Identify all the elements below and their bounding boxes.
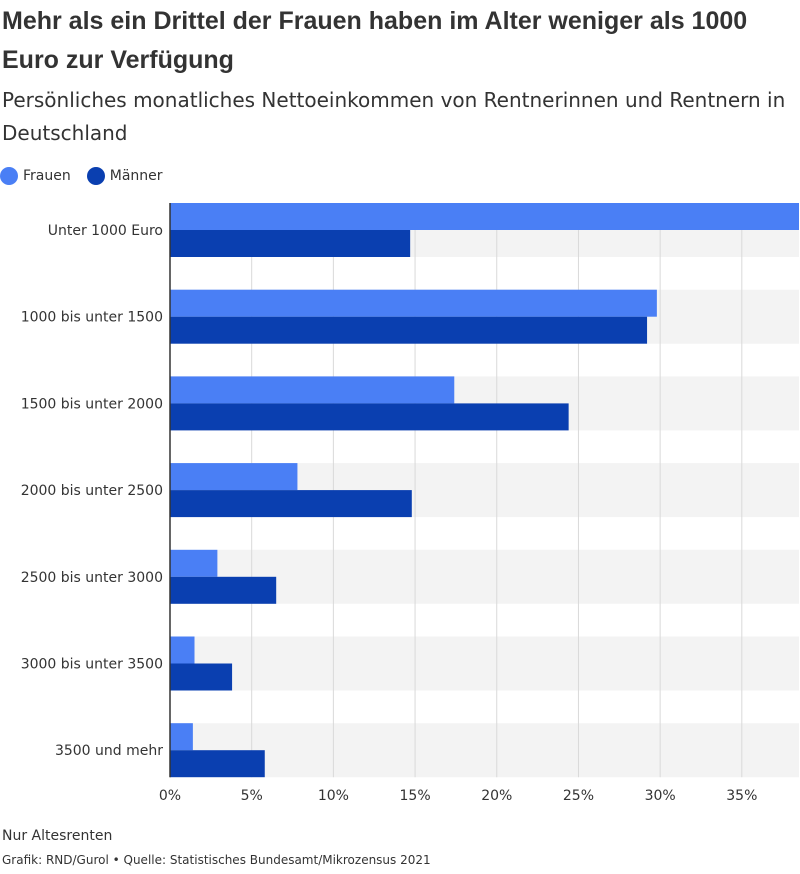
bar-maenner xyxy=(170,576,277,604)
bar-maenner xyxy=(170,316,648,344)
bar-frauen xyxy=(170,636,195,664)
footer-source: Grafik: RND/Gurol • Quelle: Statistische… xyxy=(2,853,431,867)
legend-item-frauen[interactable]: Frauen xyxy=(0,167,71,185)
bar-frauen xyxy=(170,549,218,577)
chart-title: Mehr als ein Drittel der Frauen haben im… xyxy=(2,7,748,74)
legend-label-frauen: Frauen xyxy=(23,168,71,184)
category-label: 2500 bis unter 3000 xyxy=(21,570,163,586)
legend-label-maenner: Männer xyxy=(109,168,163,184)
category-label: 1500 bis unter 2000 xyxy=(21,396,163,412)
bar-frauen xyxy=(170,289,657,317)
x-tick-label: 10% xyxy=(318,788,349,804)
bar-maenner xyxy=(170,403,569,431)
x-tick-label: 0% xyxy=(159,788,181,804)
x-tick-label: 25% xyxy=(563,788,594,804)
legend-swatch-frauen xyxy=(0,167,18,185)
bar-maenner xyxy=(170,663,233,691)
x-tick-label: 30% xyxy=(645,788,676,804)
x-tick-label: 5% xyxy=(241,788,263,804)
bar-maenner xyxy=(170,750,265,778)
bar-frauen xyxy=(170,203,799,230)
category-label: Unter 1000 Euro xyxy=(48,223,163,239)
category-label: 3500 und mehr xyxy=(55,743,163,759)
category-label: 3000 bis unter 3500 xyxy=(21,657,163,673)
bar-frauen xyxy=(170,376,455,404)
bar-chart: 0% 5% 10% 15% 20% 25% 30% 35% Unter 1000 Euro 100… xyxy=(21,203,799,804)
legend-item-maenner[interactable]: Männer xyxy=(86,167,163,185)
x-tick-label: 20% xyxy=(481,788,512,804)
category-label: 2000 bis unter 2500 xyxy=(21,483,163,499)
bar-frauen xyxy=(170,723,193,751)
bar-maenner xyxy=(170,230,411,257)
chart-subtitle: Persönliches monatliches Nettoeinkommen … xyxy=(2,88,786,145)
bar-frauen xyxy=(170,463,298,491)
category-band xyxy=(170,636,799,691)
x-tick-label: 15% xyxy=(400,788,431,804)
category-band xyxy=(170,723,799,778)
footer-note: Nur Altesrenten xyxy=(2,828,113,844)
x-tick-label: 35% xyxy=(726,788,757,804)
bar-maenner xyxy=(170,490,412,518)
category-label: 1000 bis unter 1500 xyxy=(21,310,163,326)
legend: Frauen Männer xyxy=(0,165,179,187)
legend-swatch-maenner xyxy=(86,167,105,185)
